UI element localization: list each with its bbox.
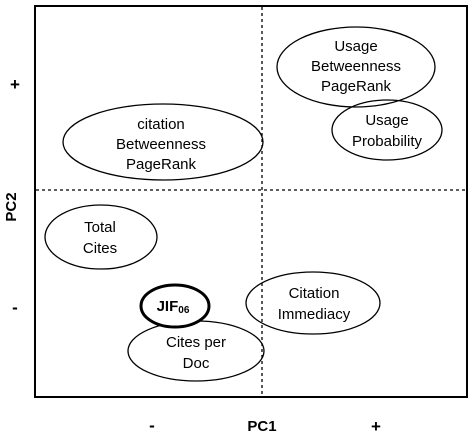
total-cites-oval: Total Cites: [44, 204, 158, 270]
y-axis-title: PC2: [3, 192, 20, 221]
cites-per-doc-line-1: Cites per: [166, 334, 226, 351]
y-axis-minus: -: [12, 298, 18, 317]
x-axis-minus: -: [149, 416, 155, 435]
jif-subscript: 06: [178, 305, 190, 316]
total-cites-line-1: Total: [84, 219, 116, 236]
citation-cluster-line-3: PageRank: [126, 156, 197, 173]
citation-immediacy-line-1: Citation: [289, 285, 340, 302]
jif-main-text: JIF: [157, 298, 179, 315]
cites-per-doc-line-2: Doc: [183, 355, 210, 372]
citation-cluster-oval: citation Betweenness PageRank: [62, 103, 264, 181]
usage-probability-oval: Usage Probability: [331, 99, 443, 161]
usage-cluster-line-3: PageRank: [321, 78, 392, 95]
total-cites-line-2: Cites: [83, 240, 117, 257]
x-axis-plus: +: [371, 417, 381, 436]
y-axis-plus: +: [10, 75, 20, 94]
usage-cluster-oval: Usage Betweenness PageRank: [276, 26, 436, 108]
citation-cluster-line-1: citation: [137, 116, 185, 133]
x-axis-title: PC1: [247, 418, 276, 435]
citation-cluster-line-2: Betweenness: [116, 136, 206, 153]
usage-probability-line-1: Usage: [365, 112, 408, 129]
usage-cluster-line-2: Betweenness: [311, 58, 401, 75]
usage-cluster-line-1: Usage: [334, 38, 377, 55]
jif-label: JIF06: [157, 298, 190, 316]
citation-immediacy-oval: Citation Immediacy: [245, 271, 381, 335]
citation-immediacy-line-2: Immediacy: [278, 306, 351, 323]
jif-oval: JIF06: [139, 283, 211, 329]
plot-frame: [34, 5, 468, 398]
cites-per-doc-oval: Cites per Doc: [127, 320, 265, 382]
usage-probability-line-2: Probability: [352, 133, 423, 150]
